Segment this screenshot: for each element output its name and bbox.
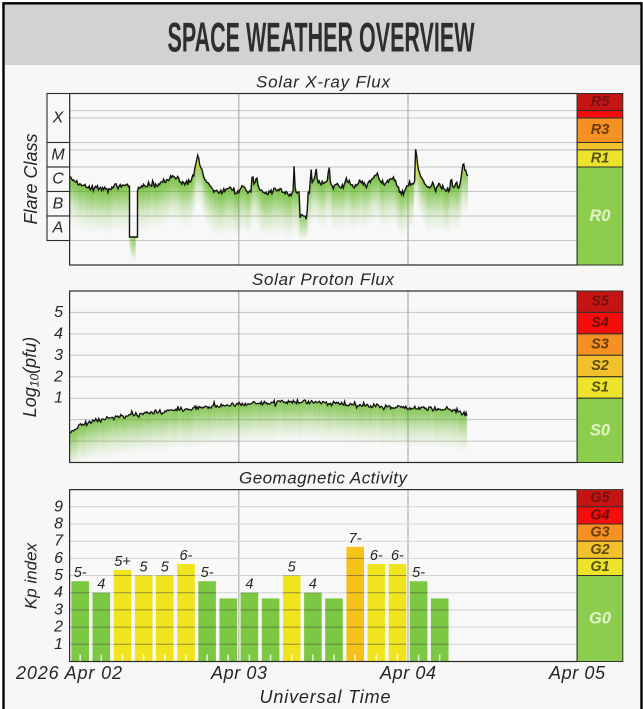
svg-text:S1: S1 <box>591 380 609 396</box>
svg-text:6-: 6- <box>370 548 383 564</box>
svg-text:4: 4 <box>54 584 63 601</box>
svg-text:G3: G3 <box>590 525 609 541</box>
svg-text:5: 5 <box>54 304 63 321</box>
svg-text:S4: S4 <box>591 315 609 331</box>
svg-text:G4: G4 <box>590 507 609 523</box>
svg-text:R5: R5 <box>591 94 610 110</box>
svg-text:G2: G2 <box>590 542 609 558</box>
svg-text:Flare Class: Flare Class <box>21 133 41 224</box>
svg-text:7-: 7- <box>349 531 362 547</box>
svg-text:5: 5 <box>288 560 297 576</box>
svg-text:3: 3 <box>54 347 63 364</box>
svg-text:5: 5 <box>161 560 170 576</box>
svg-text:1: 1 <box>54 636 63 653</box>
svg-text:6: 6 <box>54 550 63 567</box>
svg-text:SPACE WEATHER OVERVIEW: SPACE WEATHER OVERVIEW <box>168 14 475 61</box>
svg-text:1: 1 <box>54 390 63 407</box>
svg-text:9: 9 <box>54 498 63 515</box>
svg-text:S0: S0 <box>590 421 611 439</box>
svg-text:4: 4 <box>245 577 253 593</box>
svg-text:3: 3 <box>54 601 63 618</box>
svg-text:G5: G5 <box>590 490 610 506</box>
svg-text:S5: S5 <box>591 294 610 310</box>
svg-text:7: 7 <box>54 533 64 550</box>
svg-text:2026 Apr 02: 2026 Apr 02 <box>15 663 122 683</box>
svg-text:5-: 5- <box>412 565 425 581</box>
svg-text:Apr 05: Apr 05 <box>548 663 606 683</box>
svg-text:Apr 04: Apr 04 <box>379 663 436 683</box>
svg-text:R3: R3 <box>591 122 610 138</box>
svg-text:2: 2 <box>53 619 63 636</box>
svg-text:4: 4 <box>54 325 63 342</box>
svg-text:G1: G1 <box>590 559 609 575</box>
svg-text:S2: S2 <box>591 358 609 374</box>
svg-text:Solar X-ray Flux: Solar X-ray Flux <box>256 73 391 92</box>
svg-text:6-: 6- <box>179 548 192 564</box>
svg-text:Log10(pfu): Log10(pfu) <box>20 337 42 417</box>
svg-text:Universal Time: Universal Time <box>260 687 391 707</box>
svg-text:5-: 5- <box>201 565 214 581</box>
svg-text:Apr 03: Apr 03 <box>210 663 267 683</box>
svg-text:R0: R0 <box>589 207 611 225</box>
svg-text:B: B <box>53 195 64 212</box>
svg-text:6-: 6- <box>391 548 404 564</box>
svg-text:5: 5 <box>140 560 149 576</box>
svg-text:S3: S3 <box>591 337 609 353</box>
svg-text:C: C <box>52 171 64 188</box>
svg-text:5: 5 <box>54 567 63 584</box>
svg-text:G0: G0 <box>589 610 612 628</box>
svg-text:X: X <box>52 110 65 127</box>
svg-text:4: 4 <box>309 577 317 593</box>
svg-text:2: 2 <box>53 368 63 385</box>
svg-text:Kp index: Kp index <box>22 542 41 609</box>
svg-text:Geomagnetic Activity: Geomagnetic Activity <box>239 469 409 488</box>
svg-text:R1: R1 <box>591 150 610 166</box>
svg-text:A: A <box>52 220 64 237</box>
svg-text:4: 4 <box>97 577 105 593</box>
svg-text:5+: 5+ <box>114 554 131 570</box>
svg-text:8: 8 <box>54 516 63 533</box>
svg-text:Solar Proton Flux: Solar Proton Flux <box>252 270 395 289</box>
svg-text:M: M <box>51 146 65 163</box>
svg-text:5-: 5- <box>74 565 87 581</box>
